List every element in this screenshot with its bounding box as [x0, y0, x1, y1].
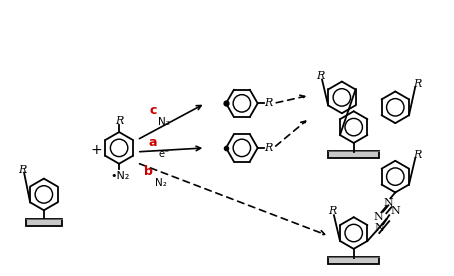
Text: N: N: [374, 212, 383, 222]
Text: N₂: N₂: [158, 117, 170, 127]
Bar: [328, 151, 380, 158]
Text: R: R: [413, 79, 421, 89]
Text: R: R: [264, 143, 273, 153]
Text: R: R: [413, 150, 421, 160]
Text: R: R: [328, 206, 336, 216]
Text: N: N: [384, 198, 393, 208]
Text: N₂: N₂: [155, 177, 167, 188]
Text: N: N: [390, 206, 400, 216]
Bar: [328, 257, 380, 264]
Text: b: b: [144, 165, 153, 178]
Text: e⁻: e⁻: [158, 149, 169, 159]
Text: N: N: [375, 223, 384, 233]
Text: R: R: [316, 71, 324, 81]
Text: R: R: [264, 98, 273, 108]
Text: +: +: [90, 143, 102, 157]
Text: a: a: [148, 136, 157, 149]
Text: •N₂: •N₂: [110, 171, 130, 181]
Bar: [26, 219, 62, 225]
Text: R: R: [115, 116, 123, 126]
Text: R: R: [18, 165, 26, 175]
Text: c: c: [149, 104, 157, 117]
